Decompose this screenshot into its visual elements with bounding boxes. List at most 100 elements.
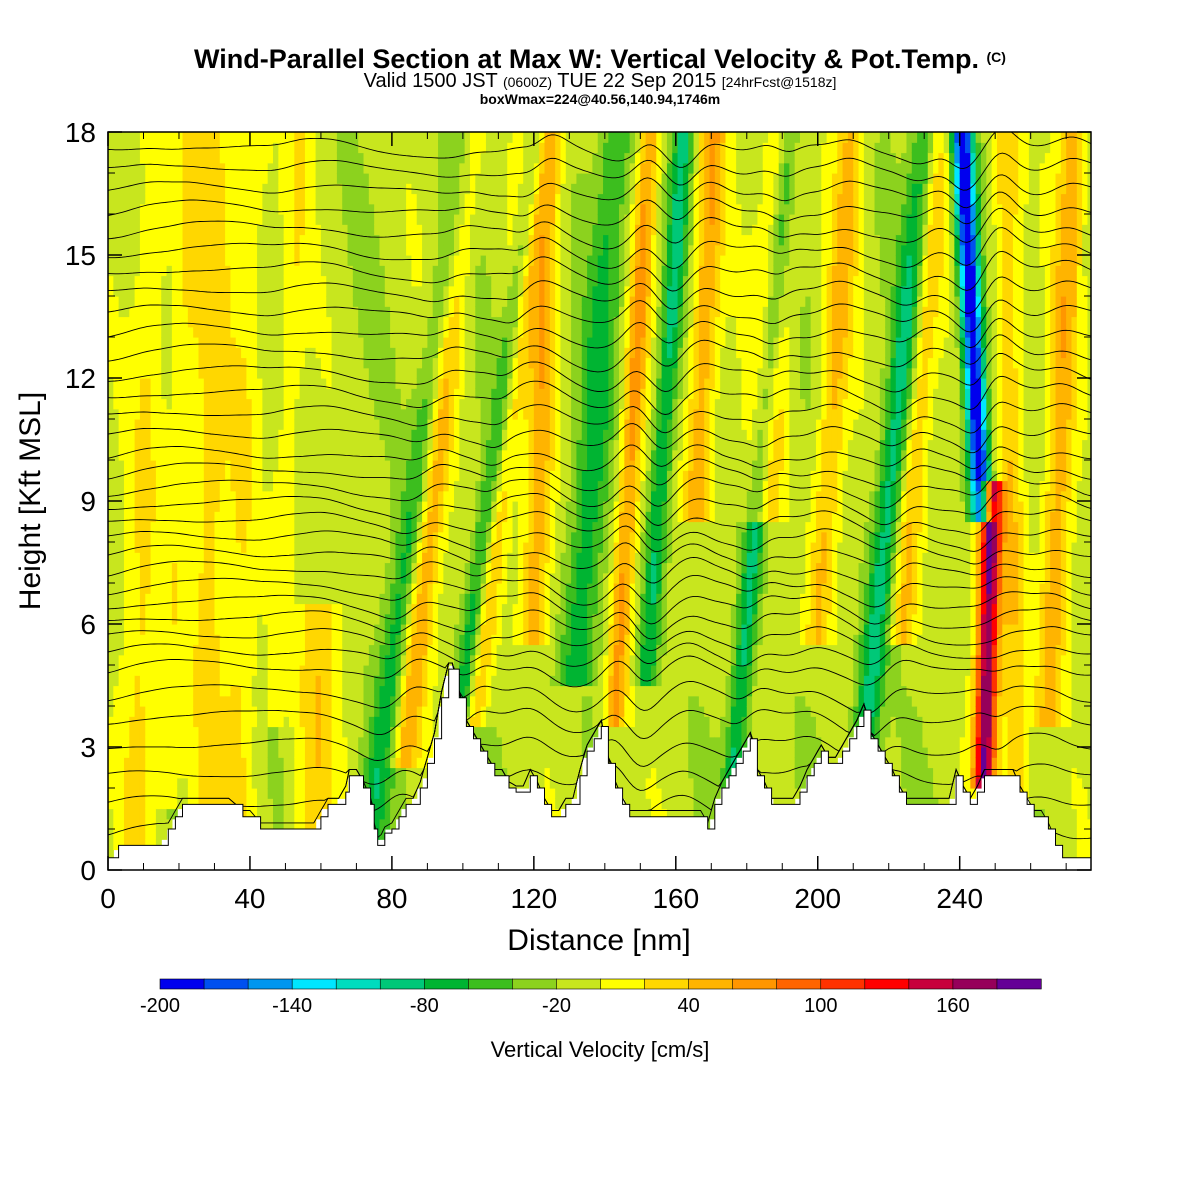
velocity-cell	[507, 542, 514, 553]
velocity-cell	[475, 665, 482, 676]
velocity-cell	[283, 142, 290, 154]
velocity-cell	[416, 480, 423, 492]
velocity-cell	[363, 388, 370, 400]
velocity-cell	[171, 798, 178, 810]
velocity-cell	[374, 367, 381, 379]
velocity-cell	[230, 265, 237, 277]
velocity-cell	[166, 521, 173, 533]
velocity-cell	[475, 460, 482, 471]
velocity-cell	[331, 214, 338, 225]
velocity-cell	[464, 613, 471, 625]
velocity-cell	[464, 511, 471, 523]
velocity-cell	[182, 367, 189, 379]
velocity-cell	[177, 521, 184, 533]
velocity-cell	[150, 183, 157, 195]
velocity-cell	[198, 347, 205, 359]
velocity-cell	[155, 398, 162, 410]
velocity-cell	[182, 480, 189, 492]
velocity-cell	[294, 624, 301, 635]
velocity-cell	[187, 665, 194, 676]
velocity-cell	[246, 378, 253, 389]
velocity-cell	[230, 583, 237, 594]
velocity-cell	[251, 224, 258, 236]
velocity-cell	[273, 398, 279, 410]
velocity-cell	[198, 378, 205, 389]
velocity-cell	[422, 634, 428, 646]
velocity-cell	[406, 490, 413, 502]
velocity-cell	[438, 203, 444, 215]
velocity-cell	[150, 839, 157, 851]
velocity-cell	[464, 470, 471, 482]
velocity-cell	[304, 593, 311, 605]
velocity-cell	[475, 490, 482, 502]
velocity-cell	[139, 767, 146, 779]
velocity-cell	[379, 613, 386, 625]
velocity-cell	[347, 562, 354, 574]
velocity-cell	[363, 347, 370, 359]
velocity-cell	[283, 367, 290, 379]
velocity-cell	[304, 142, 311, 154]
velocity-cell	[459, 203, 466, 215]
velocity-cell	[108, 736, 114, 748]
velocity-cell	[304, 265, 311, 277]
velocity-cell	[267, 203, 274, 215]
velocity-cell	[384, 214, 391, 225]
velocity-cell	[113, 736, 120, 748]
velocity-cell	[273, 583, 279, 594]
velocity-cell	[123, 706, 130, 717]
velocity-cell	[262, 183, 269, 195]
velocity-cell	[139, 675, 146, 687]
velocity-cell	[395, 265, 402, 277]
velocity-cell	[448, 162, 455, 174]
velocity-cell	[304, 644, 311, 656]
velocity-cell	[225, 429, 232, 441]
velocity-cell	[177, 706, 184, 717]
velocity-cell	[267, 296, 274, 307]
velocity-cell	[118, 603, 125, 615]
velocity-cell	[273, 224, 279, 236]
velocity-cell	[315, 531, 322, 543]
velocity-cell	[475, 613, 482, 625]
velocity-cell	[278, 542, 285, 553]
velocity-cell	[257, 706, 263, 717]
velocity-cell	[368, 747, 375, 758]
velocity-cell	[155, 285, 162, 297]
velocity-cell	[384, 367, 391, 379]
velocity-cell	[320, 583, 327, 594]
velocity-cell	[501, 695, 508, 707]
velocity-cell	[278, 357, 285, 369]
velocity-cell	[193, 378, 200, 389]
velocity-cell	[113, 173, 120, 184]
velocity-cell	[507, 511, 514, 523]
velocity-cell	[182, 275, 189, 287]
velocity-cell	[129, 408, 136, 420]
velocity-cell	[464, 183, 471, 195]
velocity-cell	[166, 634, 173, 646]
velocity-cell	[438, 388, 444, 400]
velocity-cell	[432, 531, 439, 543]
velocity-cell	[129, 572, 136, 584]
velocity-cell	[278, 296, 285, 307]
velocity-cell	[310, 234, 317, 246]
velocity-cell	[432, 665, 439, 676]
velocity-cell	[443, 203, 450, 215]
velocity-cell	[374, 675, 381, 687]
velocity-cell	[257, 665, 263, 676]
velocity-cell	[501, 326, 508, 338]
velocity-cell	[475, 214, 482, 225]
velocity-cell	[209, 470, 216, 482]
velocity-cell	[278, 501, 285, 512]
velocity-cell	[246, 798, 253, 810]
velocity-cell	[512, 644, 519, 656]
velocity-cell	[464, 296, 471, 307]
velocity-cell	[139, 388, 146, 400]
velocity-cell	[454, 306, 460, 318]
velocity-cell	[123, 429, 130, 441]
velocity-cell	[374, 624, 381, 635]
velocity-cell	[443, 285, 450, 297]
velocity-cell	[134, 357, 141, 369]
velocity-cell	[374, 511, 381, 523]
velocity-cell	[368, 173, 375, 184]
velocity-cell	[155, 562, 162, 574]
velocity-cell	[251, 408, 258, 420]
